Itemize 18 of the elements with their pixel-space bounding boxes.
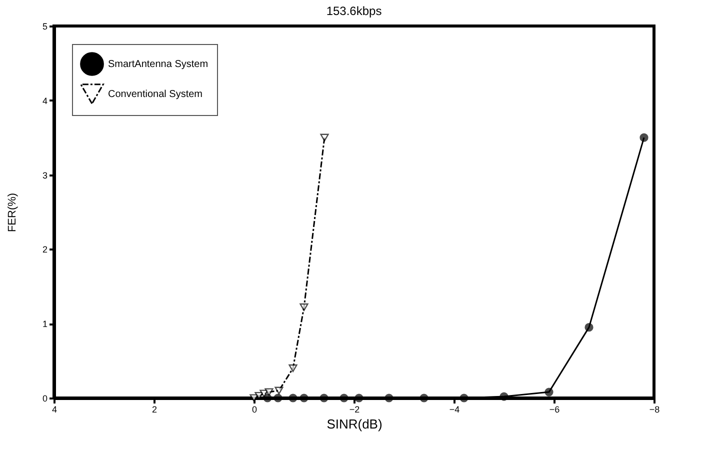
- y-tick-label: 4: [42, 96, 48, 106]
- y-tick-label: 5: [42, 22, 48, 32]
- y-tick-label: 3: [42, 170, 48, 180]
- y-tick-label: 2: [42, 244, 48, 255]
- x-axis-title: SINR(dB): [326, 416, 382, 432]
- x-tick-label: 4: [52, 404, 58, 414]
- x-tick-label: −6: [549, 404, 560, 414]
- y-axis-title: FER(%): [6, 192, 18, 232]
- legend-label: Conventional System: [108, 89, 202, 100]
- x-tick-label: 2: [152, 404, 158, 414]
- x-tick-label: −4: [449, 404, 460, 414]
- y-tick-label: 0: [42, 394, 48, 404]
- x-tick-label: −2: [349, 404, 360, 414]
- legend-label: SmartAntenna System: [108, 59, 208, 70]
- x-tick-label: 0: [252, 404, 258, 414]
- chart-title: 153.6kbps: [326, 4, 382, 18]
- x-tick-label: −8: [649, 404, 660, 414]
- y-tick-label: 1: [42, 319, 48, 330]
